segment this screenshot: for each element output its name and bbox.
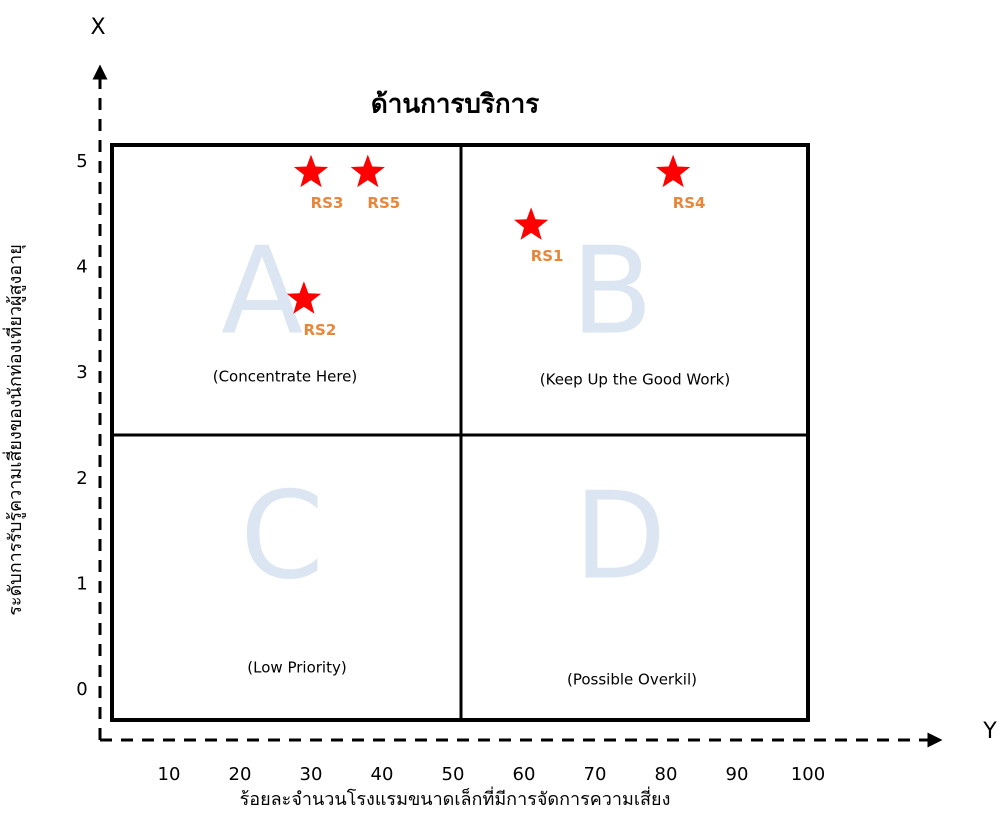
quadrant-letter: C [240,468,324,607]
point-label: RS4 [673,194,706,212]
y-tick-label: 4 [76,257,87,278]
quadrant-letter: A [221,223,303,362]
point-star [293,154,329,188]
y-axis-label: ระดับการรับรู้ความเสี่ยงของนักท่องเที่ยว… [2,244,26,616]
x-tick-label: 10 [158,764,181,785]
point-label: RS3 [311,194,344,212]
quadrant-caption: (Concentrate Here) [213,368,358,386]
quadrant-letter: D [574,468,666,607]
chart-title: ด้านการบริการ [371,90,539,120]
x-tick-label: 20 [229,764,252,785]
x-arrow-label: Y [982,719,997,744]
point-label: RS2 [304,321,337,339]
x-tick-label: 40 [371,764,394,785]
x-tick-label: 100 [791,764,825,785]
x-tick-label: 70 [584,764,607,785]
point-star [350,154,385,188]
y-tick-label: 2 [76,468,87,489]
quadrant-caption: (Low Priority) [247,659,346,677]
x-tick-label: 60 [513,764,536,785]
y-tick-label: 3 [76,362,87,383]
x-tick-label: 50 [442,764,465,785]
y-arrow-label: X [90,15,105,40]
x-tick-label: 80 [655,764,678,785]
y-tick-label: 1 [76,573,87,594]
point-label: RS5 [367,194,400,212]
x-tick-label: 90 [726,764,749,785]
point-star [286,281,321,314]
point-star [514,207,549,240]
quadrant-letter: B [571,223,653,362]
y-tick-label: 5 [76,151,87,172]
quadrant-caption: (Keep Up the Good Work) [540,371,730,389]
x-tick-label: 30 [300,764,323,785]
quadrant-caption: (Possible Overkil) [567,671,697,689]
point-star [656,154,691,188]
y-tick-label: 0 [76,679,87,700]
point-label: RS1 [531,247,564,265]
x-axis-label: ร้อยละจำนวนโรงแรมขนาดเล็กที่มีการจัดการค… [240,786,671,810]
